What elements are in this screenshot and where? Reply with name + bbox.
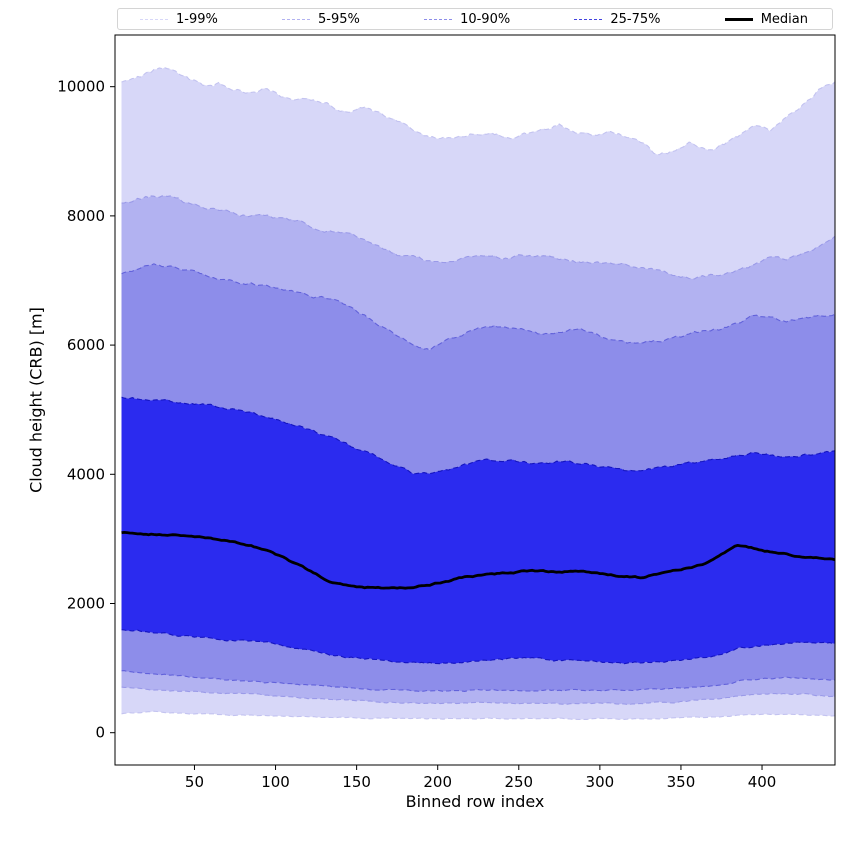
legend: 1-99% 5-95% 10-90% 25-75% Median: [117, 8, 833, 30]
x-tick-label: 50: [185, 773, 204, 791]
band-fills: [121, 67, 835, 720]
legend-line-sample: [424, 18, 453, 20]
y-tick-label: 2000: [67, 594, 105, 612]
legend-line-sample: [282, 18, 311, 20]
y-tick-label: 6000: [67, 336, 105, 354]
x-tick-label: 100: [261, 773, 290, 791]
y-tick-label: 10000: [57, 78, 105, 96]
legend-item-10-90-: 10-90%: [424, 12, 510, 27]
band-edge-p95: [121, 195, 836, 280]
x-tick-label: 150: [342, 773, 371, 791]
plot-frame: [114, 34, 836, 766]
legend-item-label: 1-99%: [176, 11, 218, 27]
legend-item-label: 10-90%: [460, 11, 511, 27]
legend-line-sample: [574, 18, 603, 20]
x-tick-label: 250: [504, 773, 533, 791]
band-edge-p10: [121, 670, 836, 692]
legend-item-5-95-: 5-95%: [282, 12, 360, 27]
axis-ticks: 50 100 150 200 250 300 350 40002000400060008000…: [57, 78, 776, 791]
band-edges: [121, 67, 836, 721]
legend-item-label: 25-75%: [610, 11, 661, 27]
x-tick-label: 350: [667, 773, 696, 791]
band-edge-p90: [121, 263, 836, 351]
legend-line-sample: [724, 17, 753, 21]
legend-item-median: Median: [724, 11, 808, 27]
x-tick-label: 400: [748, 773, 777, 791]
x-tick-label: 200: [423, 773, 452, 791]
band-edge-p99: [121, 67, 836, 156]
y-axis-label: Cloud height (CRB) [m]: [26, 307, 46, 493]
band-edge-p25: [121, 629, 836, 665]
legend-item-25-75-: 25-75%: [574, 11, 661, 27]
legend-item-label: Median: [760, 11, 808, 27]
legend-line-sample: [140, 18, 168, 20]
x-axis-label: Binned row index: [405, 792, 545, 811]
band-fill-25-75: [121, 397, 835, 664]
y-tick-label: 4000: [67, 465, 105, 483]
median-line: [121, 531, 836, 590]
x-tick-label: 300: [586, 773, 615, 791]
y-tick-label: 8000: [67, 207, 105, 225]
legend-item-label: 5-95%: [318, 11, 360, 27]
band-edge-p75: [121, 396, 836, 475]
y-tick-label: 0: [95, 724, 105, 742]
legend-item-1-99-: 1-99%: [140, 12, 218, 27]
